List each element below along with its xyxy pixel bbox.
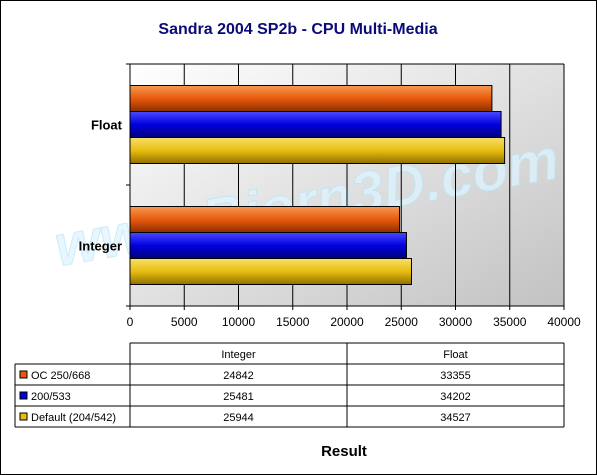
x-tick-label: 25000 (385, 315, 419, 329)
category-label: Integer (79, 239, 122, 254)
x-tick-label: 30000 (439, 315, 473, 329)
legend-series-name: OC 250/668 (31, 370, 90, 382)
legend-swatch (19, 391, 28, 400)
data-table: Integer Float OC 250/668 24842 33355 200/533 2… (14, 342, 565, 428)
chart-title: Sandra 2004 SP2b - CPU Multi-Media (158, 21, 437, 38)
x-tick-label: 10000 (222, 315, 256, 329)
x-tick-label: 35000 (493, 315, 527, 329)
table-cell: 34527 (440, 412, 471, 424)
legend-series-name: Default (204/542) (31, 412, 116, 424)
table-cell: 34202 (440, 391, 471, 403)
bar (129, 206, 401, 233)
x-tick-label: 0 (127, 315, 134, 329)
x-tick-label: 20000 (330, 315, 364, 329)
table-column-header: Integer (221, 349, 256, 361)
category-label: Float (91, 118, 123, 133)
x-tick-label: 15000 (276, 315, 310, 329)
legend-swatch (19, 412, 28, 421)
bar (129, 232, 407, 259)
table-cell: 33355 (440, 370, 471, 382)
legend-series-name: 200/533 (31, 391, 71, 403)
table-cell: 24842 (223, 370, 254, 382)
bar-series-group (129, 85, 506, 285)
bar (129, 258, 412, 285)
x-tick-label: 40000 (547, 315, 581, 329)
bar (129, 137, 506, 164)
table-column-header: Float (443, 349, 467, 361)
table-cell: 25481 (223, 391, 254, 403)
legend-swatch (19, 370, 28, 379)
table-cell: 25944 (223, 412, 254, 424)
x-axis-label: Result (321, 443, 367, 460)
axes: 0 5000 10000 15000 20000 25000 30000 35000 40000… (79, 63, 581, 329)
bar (129, 85, 493, 112)
bar (129, 111, 502, 138)
x-tick-label: 5000 (171, 315, 198, 329)
